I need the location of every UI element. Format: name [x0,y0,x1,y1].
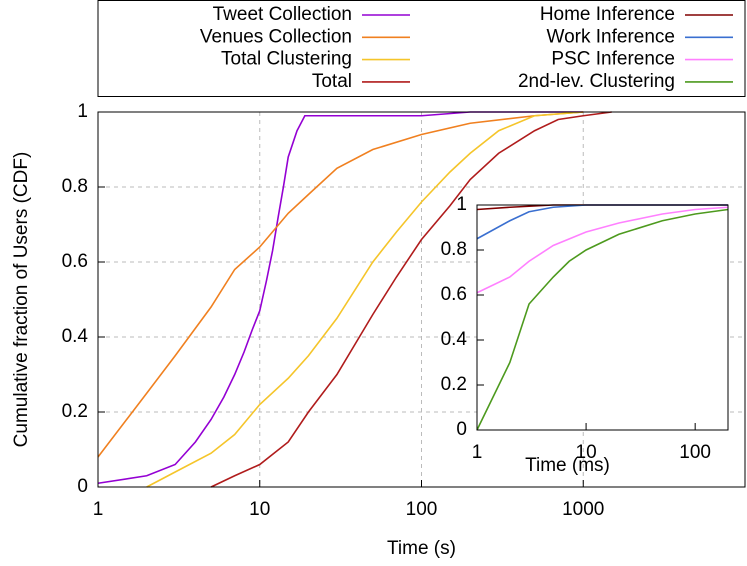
legend-label: Work Inference [547,26,675,47]
x-tick-label: 100 [679,442,711,463]
x-axis-label: Time (s) [387,538,456,559]
x-tick-label: 1 [93,499,104,520]
series-line [476,206,729,294]
legend-box [97,0,746,97]
x-tick-label: 100 [406,499,438,520]
plot-frame [476,204,729,431]
y-tick-label: 0.8 [441,239,467,260]
x-tick-label: 10 [576,442,597,463]
y-tick-label: 0.4 [62,326,89,347]
series-line [97,111,584,485]
y-tick-label: 0.8 [62,176,88,197]
y-tick-label: 0.4 [441,329,468,350]
series-line [146,111,584,488]
y-tick-label: 1 [77,101,88,122]
legend-label: Total Clustering [221,49,352,70]
y-axis-label: Cumulative fraction of Users (CDF) [11,152,32,448]
legend-label: 2nd-lev. Clustering [518,71,675,92]
legend-label: Tweet Collection [213,4,352,25]
x-axis-label: Time (ms) [525,455,610,476]
y-tick-label: 1 [456,194,467,215]
plot-area [477,205,728,430]
y-tick-label: 0.2 [441,374,467,395]
y-tick-label: 0.6 [441,284,467,305]
x-tick-label: 1 [472,442,483,463]
legend-label: PSC Inference [551,49,675,70]
x-tick-label: 1000 [562,499,604,520]
x-tick-label: 10 [249,499,270,520]
series-line [97,111,584,458]
legend-label: Home Inference [540,4,675,25]
y-tick-label: 0 [77,476,88,497]
legend-label: Venues Collection [200,26,352,47]
y-tick-label: 0 [456,419,467,440]
y-tick-label: 0.6 [62,251,88,272]
series-line [476,208,729,431]
legend-label: Total [312,71,352,92]
y-tick-label: 0.2 [62,401,88,422]
series-line [210,111,612,488]
plot-frame [97,111,746,488]
